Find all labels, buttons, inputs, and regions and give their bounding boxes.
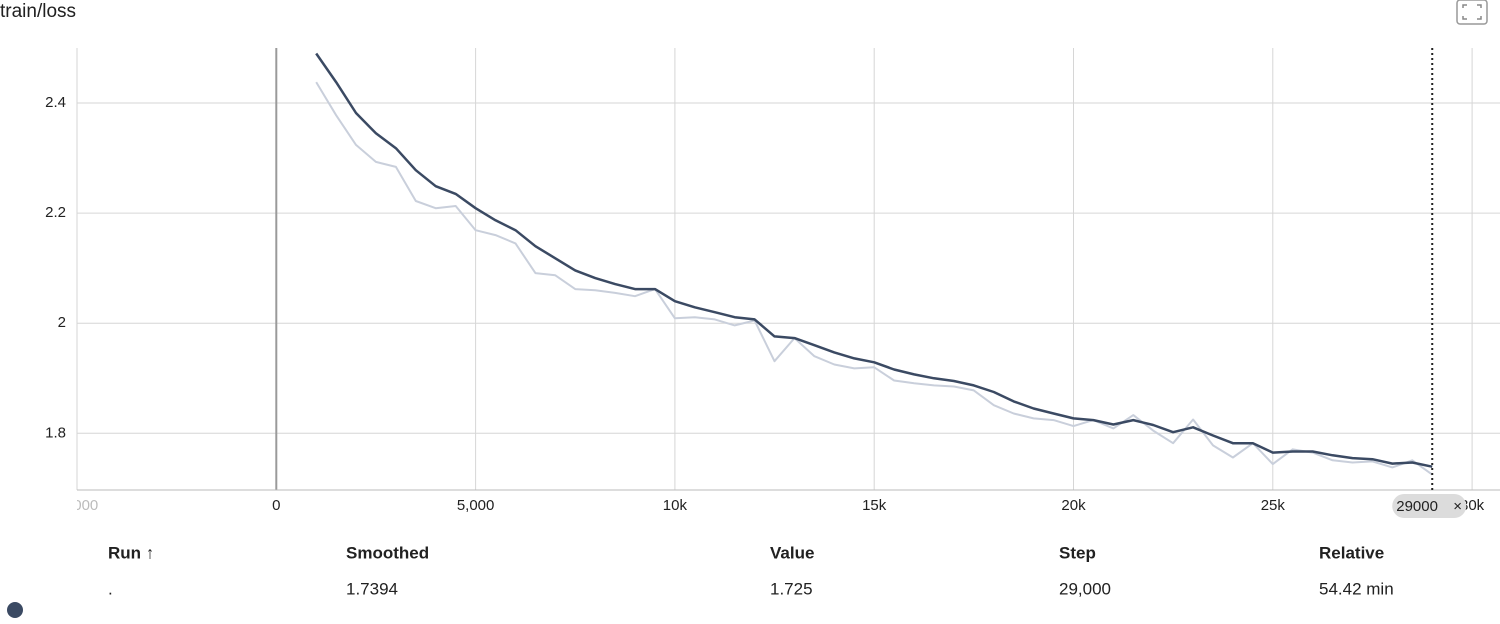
x-tick-label: 20k [1061,497,1086,514]
fullscreen-button[interactable] [1456,0,1488,25]
table-header: Value [770,543,814,562]
table-header: Smoothed [346,543,429,562]
table-cell: 1.7394 [346,579,398,598]
y-tick-label: 2.2 [45,204,66,221]
x-tick-label: 0 [272,497,280,514]
x-tick-label: 15k [862,497,887,514]
x-tick-label: 10k [663,497,688,514]
y-tick-label: 2.4 [45,94,66,111]
table-header: Run ↑ [108,543,154,562]
step-badge-label: 29000 [1396,498,1438,515]
step-badge [1392,494,1467,518]
table-cell: 1.725 [770,579,813,598]
chart-title: train/loss [0,1,76,22]
x-tick-label: -5,000 [56,497,99,514]
table-header: Relative [1319,543,1384,562]
badge-close[interactable]: × [1453,498,1462,515]
table-cell: 29,000 [1059,579,1111,598]
x-tick-label: 25k [1261,497,1286,514]
table-header: Step [1059,543,1096,562]
raw-line [315,81,1433,476]
table-cell: . [108,579,113,598]
x-tick-label: 30k [1460,497,1485,514]
y-tick-label: 1.8 [45,424,66,441]
smoothed-line [315,52,1433,468]
table-cell: 54.42 min [1319,579,1394,598]
x-tick-label: 5,000 [457,497,495,514]
y-tick-label: 2 [58,314,66,331]
run-color [7,602,23,618]
